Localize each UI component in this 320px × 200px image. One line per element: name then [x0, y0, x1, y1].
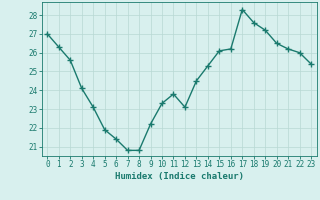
X-axis label: Humidex (Indice chaleur): Humidex (Indice chaleur): [115, 172, 244, 181]
